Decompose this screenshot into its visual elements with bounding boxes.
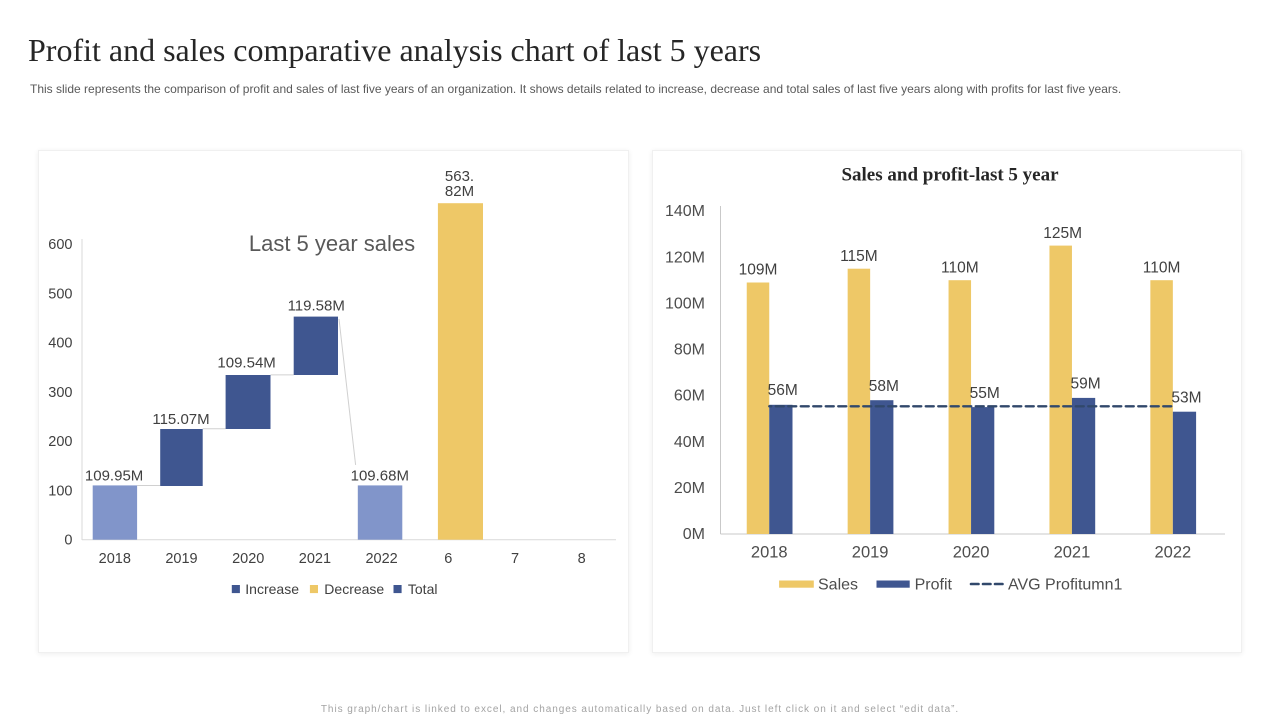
svg-text:8: 8: [578, 551, 586, 567]
svg-text:120M: 120M: [665, 249, 705, 266]
svg-text:6: 6: [444, 551, 452, 567]
svg-text:80M: 80M: [674, 342, 705, 359]
svg-text:140M: 140M: [665, 203, 705, 220]
svg-text:2020: 2020: [232, 551, 264, 567]
svg-text:109M: 109M: [739, 262, 778, 279]
svg-text:2018: 2018: [99, 551, 131, 567]
svg-text:109.54M: 109.54M: [217, 355, 275, 372]
svg-text:110M: 110M: [941, 260, 979, 277]
svg-text:2021: 2021: [299, 551, 331, 567]
svg-text:Decrease: Decrease: [324, 581, 384, 597]
svg-text:400: 400: [48, 336, 72, 352]
svg-text:Sales: Sales: [818, 576, 858, 593]
svg-text:563.: 563.: [445, 168, 474, 185]
svg-text:20M: 20M: [674, 480, 705, 497]
svg-text:2020: 2020: [953, 544, 990, 562]
svg-text:109.95M: 109.95M: [85, 468, 143, 485]
svg-text:AVG Profitumn1: AVG Profitumn1: [1008, 576, 1123, 593]
svg-text:500: 500: [48, 286, 72, 302]
svg-text:60M: 60M: [674, 388, 705, 405]
svg-text:59M: 59M: [1071, 376, 1101, 393]
svg-text:110M: 110M: [1143, 260, 1181, 277]
svg-text:2021: 2021: [1054, 544, 1091, 562]
svg-text:115.07M: 115.07M: [152, 411, 209, 428]
svg-text:115M: 115M: [840, 248, 878, 265]
svg-text:119.58M: 119.58M: [288, 298, 345, 315]
svg-text:0: 0: [64, 533, 72, 549]
svg-text:125M: 125M: [1043, 225, 1082, 242]
svg-text:100M: 100M: [665, 295, 705, 312]
svg-text:82M: 82M: [445, 183, 474, 200]
svg-text:40M: 40M: [674, 434, 705, 451]
svg-text:56M: 56M: [768, 382, 798, 399]
svg-text:Total: Total: [408, 581, 438, 597]
svg-text:Sales and profit-last 5 year: Sales and profit-last 5 year: [841, 165, 1059, 186]
svg-text:2018: 2018: [751, 544, 788, 562]
svg-text:0M: 0M: [683, 526, 705, 543]
svg-text:58M: 58M: [869, 378, 899, 395]
svg-text:2019: 2019: [165, 551, 197, 567]
svg-text:Increase: Increase: [245, 581, 299, 597]
svg-text:7: 7: [511, 551, 519, 567]
svg-text:100: 100: [48, 483, 72, 499]
svg-text:Last 5 year sales: Last 5 year sales: [249, 231, 415, 256]
svg-text:2022: 2022: [1154, 544, 1191, 562]
svg-text:200: 200: [48, 434, 72, 450]
svg-text:2022: 2022: [365, 551, 397, 567]
svg-text:55M: 55M: [970, 385, 1000, 402]
svg-text:600: 600: [48, 237, 72, 253]
svg-text:53M: 53M: [1171, 389, 1201, 406]
svg-text:Profit: Profit: [915, 576, 953, 593]
svg-text:2019: 2019: [852, 544, 889, 562]
svg-text:300: 300: [48, 385, 72, 401]
svg-text:109.68M: 109.68M: [351, 468, 409, 485]
